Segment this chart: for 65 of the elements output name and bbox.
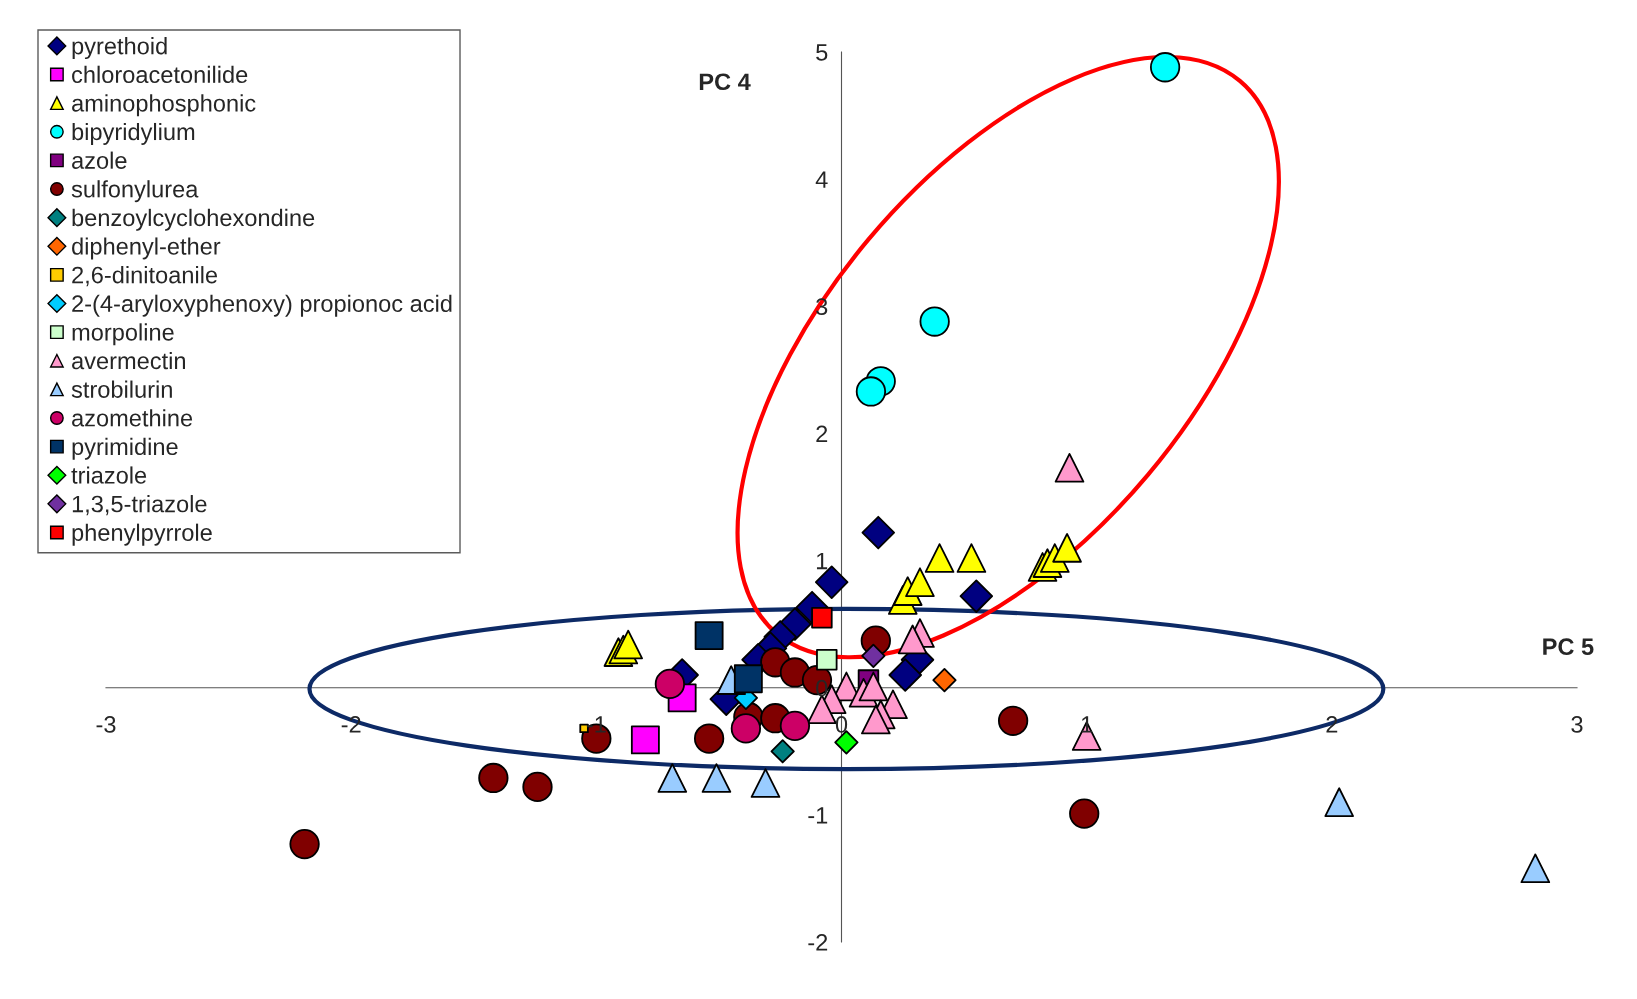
legend-label: sulfonylurea	[71, 180, 199, 203]
x-tick-label: -2	[341, 716, 361, 733]
point	[1149, 52, 1181, 83]
point	[478, 762, 509, 794]
point	[770, 739, 795, 764]
point	[932, 667, 957, 693]
point	[733, 664, 763, 694]
point	[1069, 798, 1100, 829]
legend-label: azole	[72, 151, 127, 169]
y-tick-label: 4	[815, 171, 828, 188]
point	[522, 771, 553, 803]
x-tick-label: 3	[1571, 716, 1583, 733]
legend-label: pyrethoid	[72, 37, 167, 60]
point	[897, 624, 928, 655]
point	[816, 649, 838, 671]
legend-label: 1,3,5-triazole	[72, 495, 207, 516]
legend-label: avermectin	[72, 351, 185, 370]
x-tick-label: -1	[586, 716, 606, 733]
point	[861, 643, 886, 669]
legend-label: pyrimidine	[72, 437, 178, 460]
legend-label: benzoylcyclohexondine	[72, 208, 315, 231]
point	[919, 306, 950, 337]
point	[924, 543, 955, 573]
point	[694, 621, 724, 651]
point	[654, 668, 686, 700]
legend-label: triazole	[71, 466, 147, 484]
legend-label: azomethine	[72, 409, 193, 427]
legend-label: 2,6-dinitoanile	[72, 266, 218, 287]
point	[997, 705, 1029, 736]
y-tick-label: 0	[816, 679, 828, 697]
legend-label: phenylpyrrole	[72, 523, 212, 546]
legend-label: morpoline	[72, 323, 174, 346]
point	[630, 725, 660, 755]
point	[1054, 452, 1085, 483]
point	[657, 763, 688, 793]
y-tick-label: -1	[808, 807, 828, 824]
point	[289, 828, 320, 860]
point	[779, 710, 811, 741]
legend-label: diphenyl-ether	[72, 237, 221, 260]
legend-label: bipyridylium	[72, 122, 195, 145]
legend-label: 2-(4-aryloxyphenoxy) propionoc acid	[72, 294, 452, 317]
point	[750, 768, 781, 798]
x-axis-title: PC 5	[1543, 638, 1594, 656]
point	[959, 579, 994, 613]
point	[693, 723, 725, 754]
point	[1520, 853, 1551, 884]
x-tick-label: -3	[96, 716, 116, 733]
legend-label: chloroacetonilide	[72, 65, 248, 84]
point	[1052, 533, 1082, 563]
y-tick-label: 2	[816, 425, 828, 442]
y-tick-label: 1	[816, 552, 828, 570]
point	[905, 567, 935, 597]
point	[1324, 787, 1354, 817]
legend-label: aminophosphonic	[72, 94, 256, 117]
point	[855, 376, 887, 407]
point	[701, 763, 732, 793]
point	[858, 671, 889, 702]
point	[888, 658, 922, 692]
point	[730, 713, 762, 744]
point	[956, 543, 987, 573]
point	[861, 515, 896, 550]
legend-label: strobilurin	[71, 380, 172, 398]
y-tick-label: -2	[808, 934, 828, 951]
y-tick-label: 5	[816, 44, 828, 61]
y-axis-title: PC 4	[699, 73, 751, 91]
